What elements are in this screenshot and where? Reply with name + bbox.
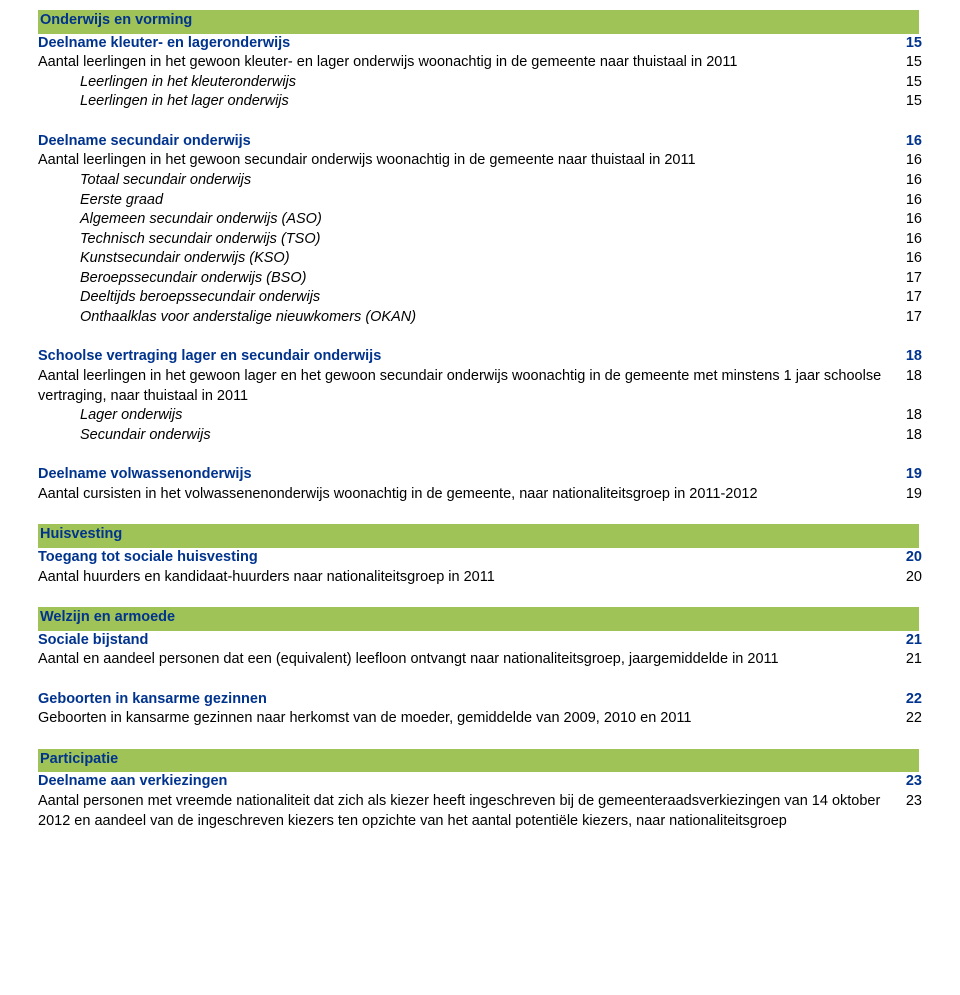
toc-row: Aantal leerlingen in het gewoon lager en…	[38, 367, 888, 406]
toc-heading: Deelname secundair onderwijs	[38, 132, 888, 152]
toc-page: 15	[888, 73, 922, 93]
spacer	[38, 729, 922, 749]
toc-page: 22	[888, 709, 922, 729]
toc-group-secundair: Deelname secundair onderwijs16 Aantal le…	[38, 132, 922, 328]
toc-page: 17	[888, 288, 922, 308]
toc-page: 16	[888, 210, 922, 230]
toc-page: 16	[888, 151, 922, 171]
toc-row: Aantal leerlingen in het gewoon kleuter-…	[38, 53, 888, 73]
spacer	[38, 327, 922, 347]
spacer	[38, 587, 922, 607]
toc-page: 23	[888, 772, 922, 792]
toc-page: 18	[888, 347, 922, 367]
toc-page: 18	[888, 406, 922, 426]
spacer	[38, 445, 922, 465]
toc-page: 18	[888, 367, 922, 406]
spacer	[38, 504, 922, 524]
toc-page: 15	[888, 34, 922, 54]
toc-page: 21	[888, 650, 922, 670]
toc-row: Geboorten in kansarme gezinnen naar herk…	[38, 709, 888, 729]
spacer	[38, 112, 922, 132]
toc-row: Leerlingen in het lager onderwijs	[38, 92, 888, 112]
toc-row: Beroepssecundair onderwijs (BSO)	[38, 269, 888, 289]
toc-row: Aantal leerlingen in het gewoon secundai…	[38, 151, 888, 171]
toc-page: 20	[888, 568, 922, 588]
toc-row: Algemeen secundair onderwijs (ASO)	[38, 210, 888, 230]
toc-heading: Deelname aan verkiezingen	[38, 772, 888, 792]
toc-heading: Deelname kleuter- en lageronderwijs	[38, 34, 888, 54]
toc-row: Deeltijds beroepssecundair onderwijs	[38, 288, 888, 308]
section-bar-welzijn: Welzijn en armoede	[38, 607, 922, 631]
toc-row: Aantal cursisten in het volwassenenonder…	[38, 485, 888, 505]
toc-page: 21	[888, 631, 922, 651]
toc-row: Technisch secundair onderwijs (TSO)	[38, 230, 888, 250]
toc-heading: Geboorten in kansarme gezinnen	[38, 690, 888, 710]
toc-group-kleuter: Deelname kleuter- en lageronderwijs15 Aa…	[38, 34, 922, 112]
toc-row: Aantal huurders en kandidaat-huurders na…	[38, 568, 888, 588]
toc-group-verkiezingen: Deelname aan verkiezingen23 Aantal perso…	[38, 772, 922, 831]
toc-row: Aantal en aandeel personen dat een (equi…	[38, 650, 888, 670]
toc-group-bijstand: Sociale bijstand21 Aantal en aandeel per…	[38, 631, 922, 670]
toc-row: Kunstsecundair onderwijs (KSO)	[38, 249, 888, 269]
toc-heading: Sociale bijstand	[38, 631, 888, 651]
toc-heading: Toegang tot sociale huisvesting	[38, 548, 888, 568]
toc-row: Totaal secundair onderwijs	[38, 171, 888, 191]
toc-row: Aantal personen met vreemde nationalitei…	[38, 792, 888, 831]
toc-page: 18	[888, 426, 922, 446]
spacer	[38, 670, 922, 690]
toc-row: Leerlingen in het kleuteronderwijs	[38, 73, 888, 93]
toc-page: 23	[888, 792, 922, 831]
toc-heading: Schoolse vertraging lager en secundair o…	[38, 347, 888, 367]
toc-row: Secundair onderwijs	[38, 426, 888, 446]
toc-page: 16	[888, 171, 922, 191]
toc-page: 17	[888, 269, 922, 289]
toc-heading: Deelname volwassenonderwijs	[38, 465, 888, 485]
toc-page: 20	[888, 548, 922, 568]
toc-group-volwassen: Deelname volwassenonderwijs19 Aantal cur…	[38, 465, 922, 504]
section-bar-huisvesting: Huisvesting	[38, 524, 922, 548]
toc-row: Lager onderwijs	[38, 406, 888, 426]
section-bar-onderwijs: Onderwijs en vorming	[38, 10, 922, 34]
toc-group-geboorten: Geboorten in kansarme gezinnen22 Geboort…	[38, 690, 922, 729]
toc-row: Eerste graad	[38, 191, 888, 211]
section-bar-participatie: Participatie	[38, 749, 922, 773]
toc-group-schoolse: Schoolse vertraging lager en secundair o…	[38, 347, 922, 445]
toc-page: 22	[888, 690, 922, 710]
toc-page: 15	[888, 53, 922, 73]
toc-page: 16	[888, 249, 922, 269]
toc-group-huisvesting: Toegang tot sociale huisvesting20 Aantal…	[38, 548, 922, 587]
toc-page: 19	[888, 485, 922, 505]
toc-page: 19	[888, 465, 922, 485]
toc-page: 16	[888, 132, 922, 152]
toc-page: 15	[888, 92, 922, 112]
toc-page: 17	[888, 308, 922, 328]
toc-page: 16	[888, 230, 922, 250]
toc-page: 16	[888, 191, 922, 211]
toc-row: Onthaalklas voor anderstalige nieuwkomer…	[38, 308, 888, 328]
